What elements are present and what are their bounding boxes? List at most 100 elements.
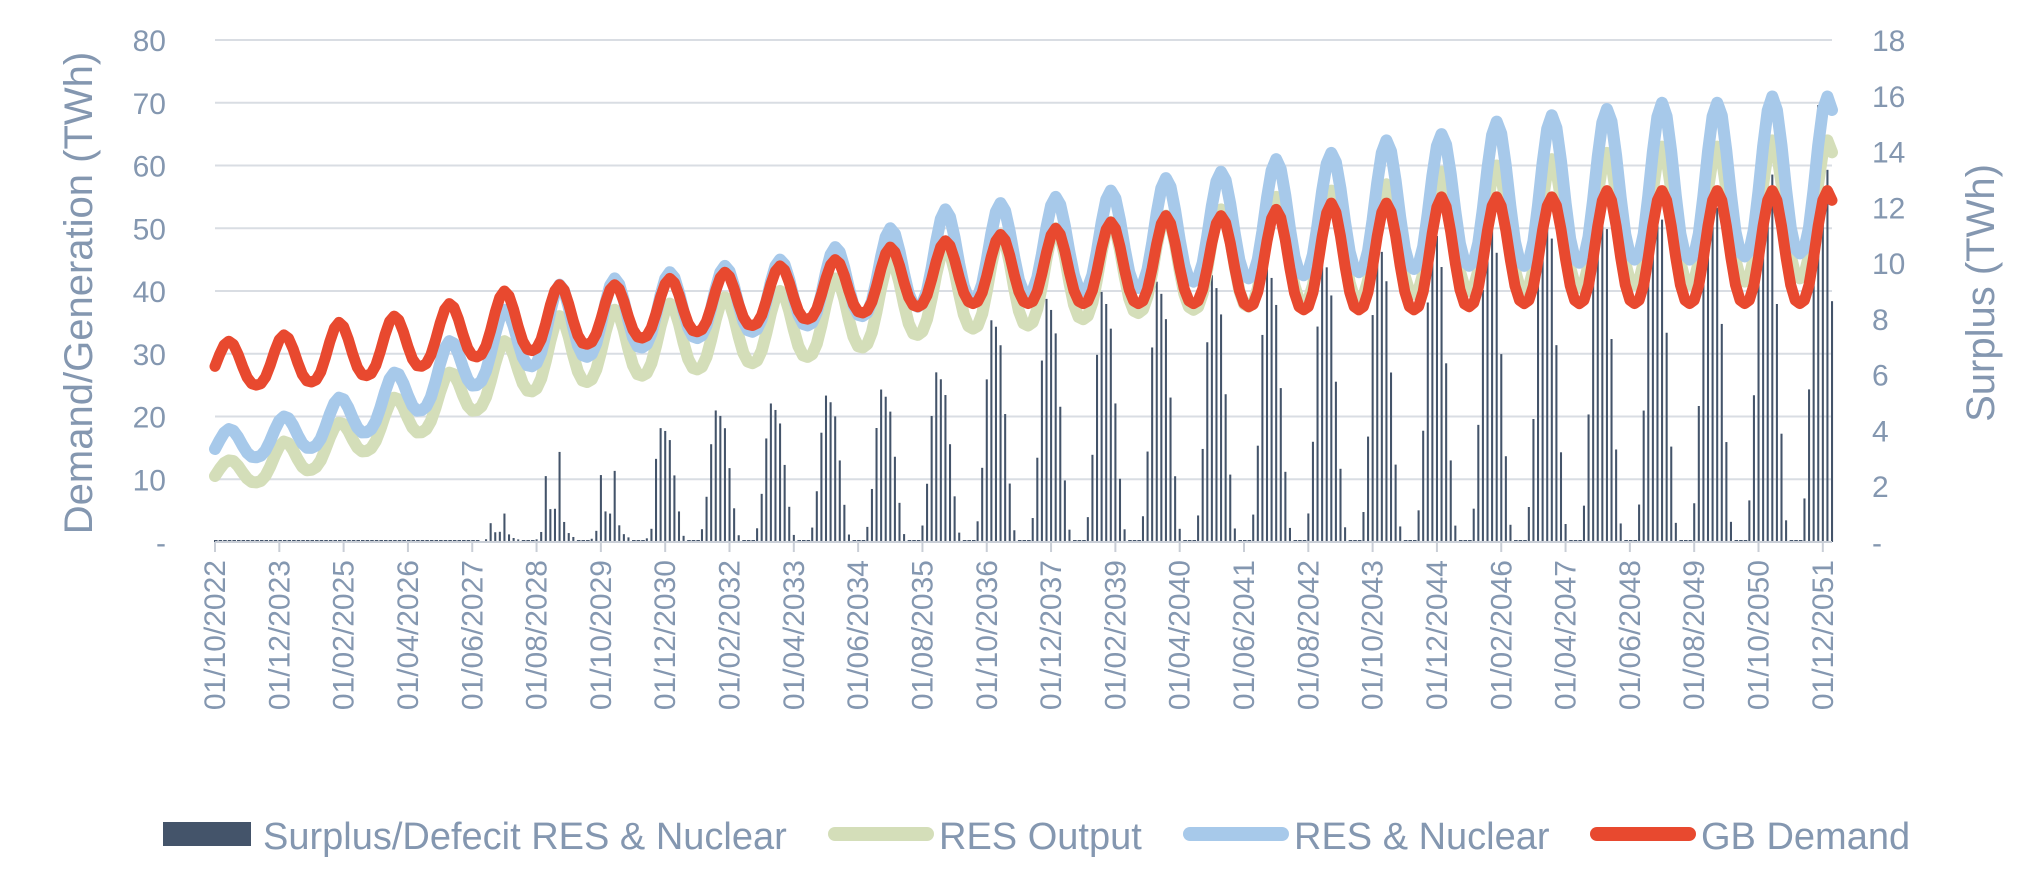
surplus-bar xyxy=(889,411,892,542)
line-gb-demand xyxy=(209,185,1838,391)
surplus-bar xyxy=(1229,474,1232,542)
x-tick-label: 01/02/2046 xyxy=(1485,560,1518,710)
surplus-bar xyxy=(1592,267,1595,542)
surplus-bar xyxy=(673,475,676,542)
surplus-bar xyxy=(1059,406,1062,542)
surplus-bar xyxy=(1004,414,1007,542)
surplus-bar xyxy=(1031,518,1034,542)
surplus-bar xyxy=(880,389,883,542)
surplus-bar xyxy=(645,538,648,542)
surplus-bar xyxy=(1197,515,1200,542)
surplus-bar xyxy=(756,528,759,542)
surplus-bar xyxy=(1711,169,1714,542)
surplus-bar xyxy=(1394,464,1397,542)
surplus-bar xyxy=(1330,295,1333,542)
surplus-bar xyxy=(1647,259,1650,542)
surplus-bar xyxy=(512,538,515,542)
surplus-bar xyxy=(1390,372,1393,542)
surplus-bar xyxy=(677,511,681,542)
surplus-bar xyxy=(1100,291,1103,542)
right-tick-label: 14 xyxy=(1872,137,1905,170)
surplus-bar xyxy=(926,483,929,542)
surplus-bar xyxy=(1118,478,1122,542)
surplus-bar xyxy=(1270,277,1273,542)
surplus-bar xyxy=(1706,151,1710,542)
surplus-bar xyxy=(1605,229,1608,542)
surplus-bar xyxy=(1661,219,1664,543)
surplus-bar xyxy=(714,410,717,542)
surplus-bar xyxy=(1224,394,1227,542)
left-tick-label: 10 xyxy=(133,464,166,497)
surplus-bar xyxy=(553,508,556,542)
legend-label: Surplus/Defecit RES & Nuclear xyxy=(263,816,787,858)
surplus-bar xyxy=(728,468,731,542)
surplus-bar xyxy=(792,534,795,542)
surplus-bar xyxy=(1151,347,1154,542)
surplus-bar xyxy=(811,527,814,542)
surplus-bar xyxy=(668,440,671,542)
surplus-bar xyxy=(1215,288,1218,542)
surplus-bar xyxy=(893,456,896,542)
surplus-bar xyxy=(1050,309,1053,542)
surplus-bar xyxy=(1114,403,1117,542)
surplus-bar xyxy=(558,451,561,542)
surplus-bar xyxy=(866,526,869,542)
surplus-bar xyxy=(1040,360,1043,542)
surplus-bar xyxy=(1665,332,1668,542)
x-tick-label: 01/10/2050 xyxy=(1743,560,1776,710)
surplus-bar xyxy=(1748,500,1751,542)
surplus-bar xyxy=(1275,304,1278,542)
surplus-bar xyxy=(779,423,782,542)
surplus-bar xyxy=(1334,381,1337,542)
surplus-bar xyxy=(1385,281,1388,542)
surplus-bar xyxy=(1702,249,1705,543)
x-tick-label: 01/08/2049 xyxy=(1678,560,1711,710)
surplus-bar xyxy=(1174,476,1177,542)
surplus-bar xyxy=(1564,524,1567,542)
surplus-bar xyxy=(1729,521,1732,542)
surplus-bar xyxy=(1821,126,1824,543)
right-tick-label: 6 xyxy=(1872,360,1889,393)
surplus-bar xyxy=(1638,504,1641,542)
legend-label: RES & Nuclear xyxy=(1294,816,1550,858)
surplus-bar xyxy=(498,531,501,542)
surplus-bar xyxy=(700,529,703,542)
surplus-bar xyxy=(1339,468,1342,542)
surplus-bar xyxy=(1045,298,1048,542)
surplus-bar xyxy=(489,523,492,542)
surplus-bar xyxy=(1344,527,1347,542)
surplus-bar xyxy=(1656,182,1659,542)
x-tick-label: 01/04/2047 xyxy=(1550,560,1583,710)
surplus-bar xyxy=(1399,526,1402,542)
surplus-bar xyxy=(921,525,924,542)
surplus-bar xyxy=(1449,460,1452,542)
surplus-bar xyxy=(1265,264,1269,542)
surplus-bar xyxy=(535,539,538,542)
surplus-bar xyxy=(655,458,658,542)
x-tick-label: 01/04/2040 xyxy=(1164,560,1197,710)
surplus-bar xyxy=(719,415,722,542)
surplus-bar xyxy=(774,409,777,542)
surplus-bar xyxy=(1261,334,1264,542)
surplus-bar xyxy=(508,534,511,542)
surplus-bar xyxy=(1284,471,1287,542)
x-tick-label: 01/12/2037 xyxy=(1035,560,1068,710)
surplus-bar xyxy=(760,493,763,542)
surplus-bar xyxy=(613,470,616,542)
right-tick-label: 2 xyxy=(1872,471,1889,504)
surplus-bar xyxy=(1495,252,1498,542)
left-tick-label: 70 xyxy=(133,88,166,121)
x-axis-ticks: 01/10/2022 01/12/2023 01/02/2025 01/04/2026… xyxy=(199,542,1840,710)
x-tick-label: 01/12/2023 xyxy=(263,560,296,710)
surplus-bar xyxy=(1541,187,1544,543)
surplus-bar xyxy=(1826,169,1829,542)
surplus-bar xyxy=(682,535,685,542)
surplus-bar xyxy=(769,403,772,542)
x-tick-label: 01/04/2026 xyxy=(392,560,425,710)
x-tick-label: 01/06/2034 xyxy=(842,560,875,710)
surplus-bar xyxy=(549,509,552,542)
surplus-bar xyxy=(783,464,786,542)
left-tick-label: 30 xyxy=(133,339,166,372)
